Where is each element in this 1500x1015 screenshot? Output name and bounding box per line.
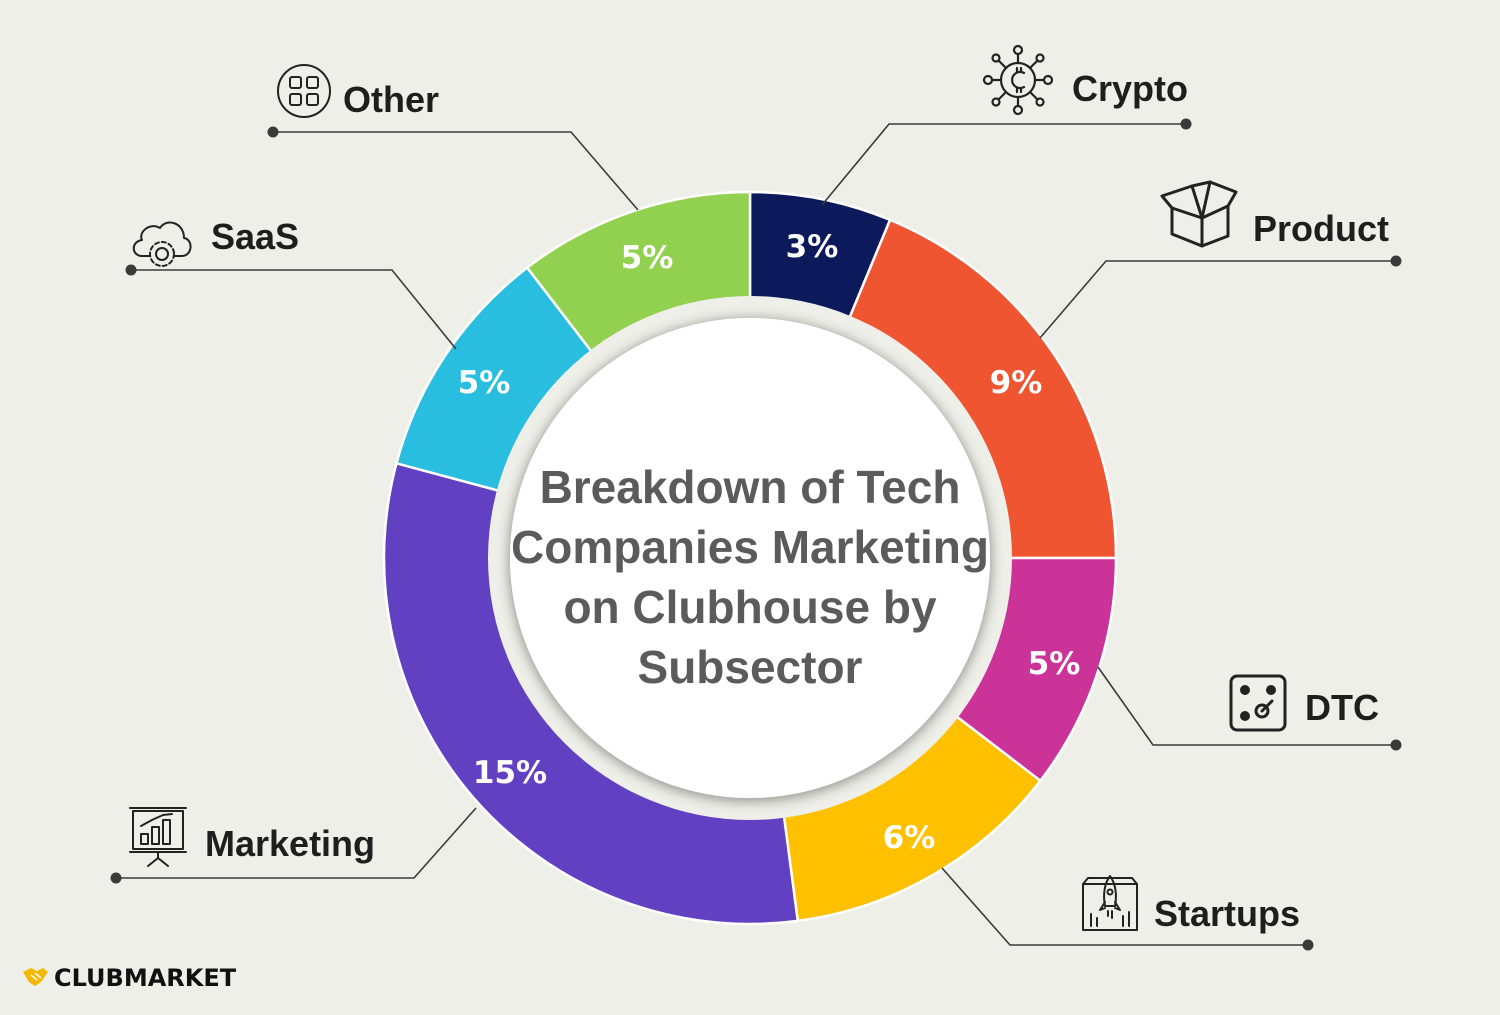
category-label-dtc: DTC [1305, 687, 1379, 728]
donut-center-disc [510, 318, 990, 798]
leader-line-dtc [1097, 666, 1396, 746]
rocket-launch-icon [1082, 875, 1138, 931]
brand-logo: CLUBMARKET [23, 964, 237, 992]
leader-dot-dtc [1390, 739, 1402, 751]
title-line-4: Subsector [638, 641, 863, 693]
presentation-board-icon [129, 807, 187, 867]
title-line-2: Companies Marketing [511, 521, 989, 573]
value-label-marketing: 15% [473, 755, 547, 791]
cloud-gear-icon [132, 221, 192, 267]
category-label-other: Other [343, 79, 439, 120]
leader-line-crypto [821, 123, 1186, 206]
value-label-startups: 6% [883, 820, 936, 856]
leader-dot-product [1390, 255, 1402, 267]
category-label-marketing: Marketing [205, 823, 375, 864]
value-label-product: 9% [990, 365, 1043, 401]
category-label-startups: Startups [1154, 893, 1300, 934]
leader-line-other [273, 131, 639, 211]
title-line-3: on Clubhouse by [563, 581, 937, 633]
leader-dot-other [267, 126, 279, 138]
grid-apps-icon [277, 64, 331, 118]
target-dice-icon [1229, 674, 1287, 732]
leader-line-startups [941, 867, 1308, 946]
category-label-crypto: Crypto [1072, 68, 1188, 109]
leader-dot-crypto [1180, 118, 1192, 130]
value-label-saas: 5% [458, 365, 511, 401]
leader-line-saas [131, 269, 457, 350]
leader-dot-saas [125, 264, 137, 276]
leader-dot-marketing [110, 872, 122, 884]
category-label-product: Product [1253, 208, 1389, 249]
leader-lines [110, 118, 1402, 951]
category-labels: Crypto Product DTC Startups Marketing Sa… [205, 68, 1389, 934]
leader-dot-startups [1302, 939, 1314, 951]
brand-name: CLUBMARKET [54, 964, 237, 992]
leader-line-marketing [116, 807, 477, 879]
value-label-other: 5% [621, 240, 674, 276]
slice-value-labels: 3% 9% 5% 6% 15% 5% 5% [458, 229, 1081, 856]
chart-title: Breakdown of Tech Companies Marketing on… [511, 461, 989, 693]
category-label-saas: SaaS [211, 216, 299, 257]
open-box-icon [1160, 180, 1238, 248]
title-line-1: Breakdown of Tech [540, 461, 961, 513]
leader-line-product [1039, 260, 1396, 339]
handshake-icon [23, 968, 48, 986]
crypto-coin-network-icon [982, 44, 1054, 116]
value-label-crypto: 3% [786, 229, 839, 265]
value-label-dtc: 5% [1028, 646, 1081, 682]
